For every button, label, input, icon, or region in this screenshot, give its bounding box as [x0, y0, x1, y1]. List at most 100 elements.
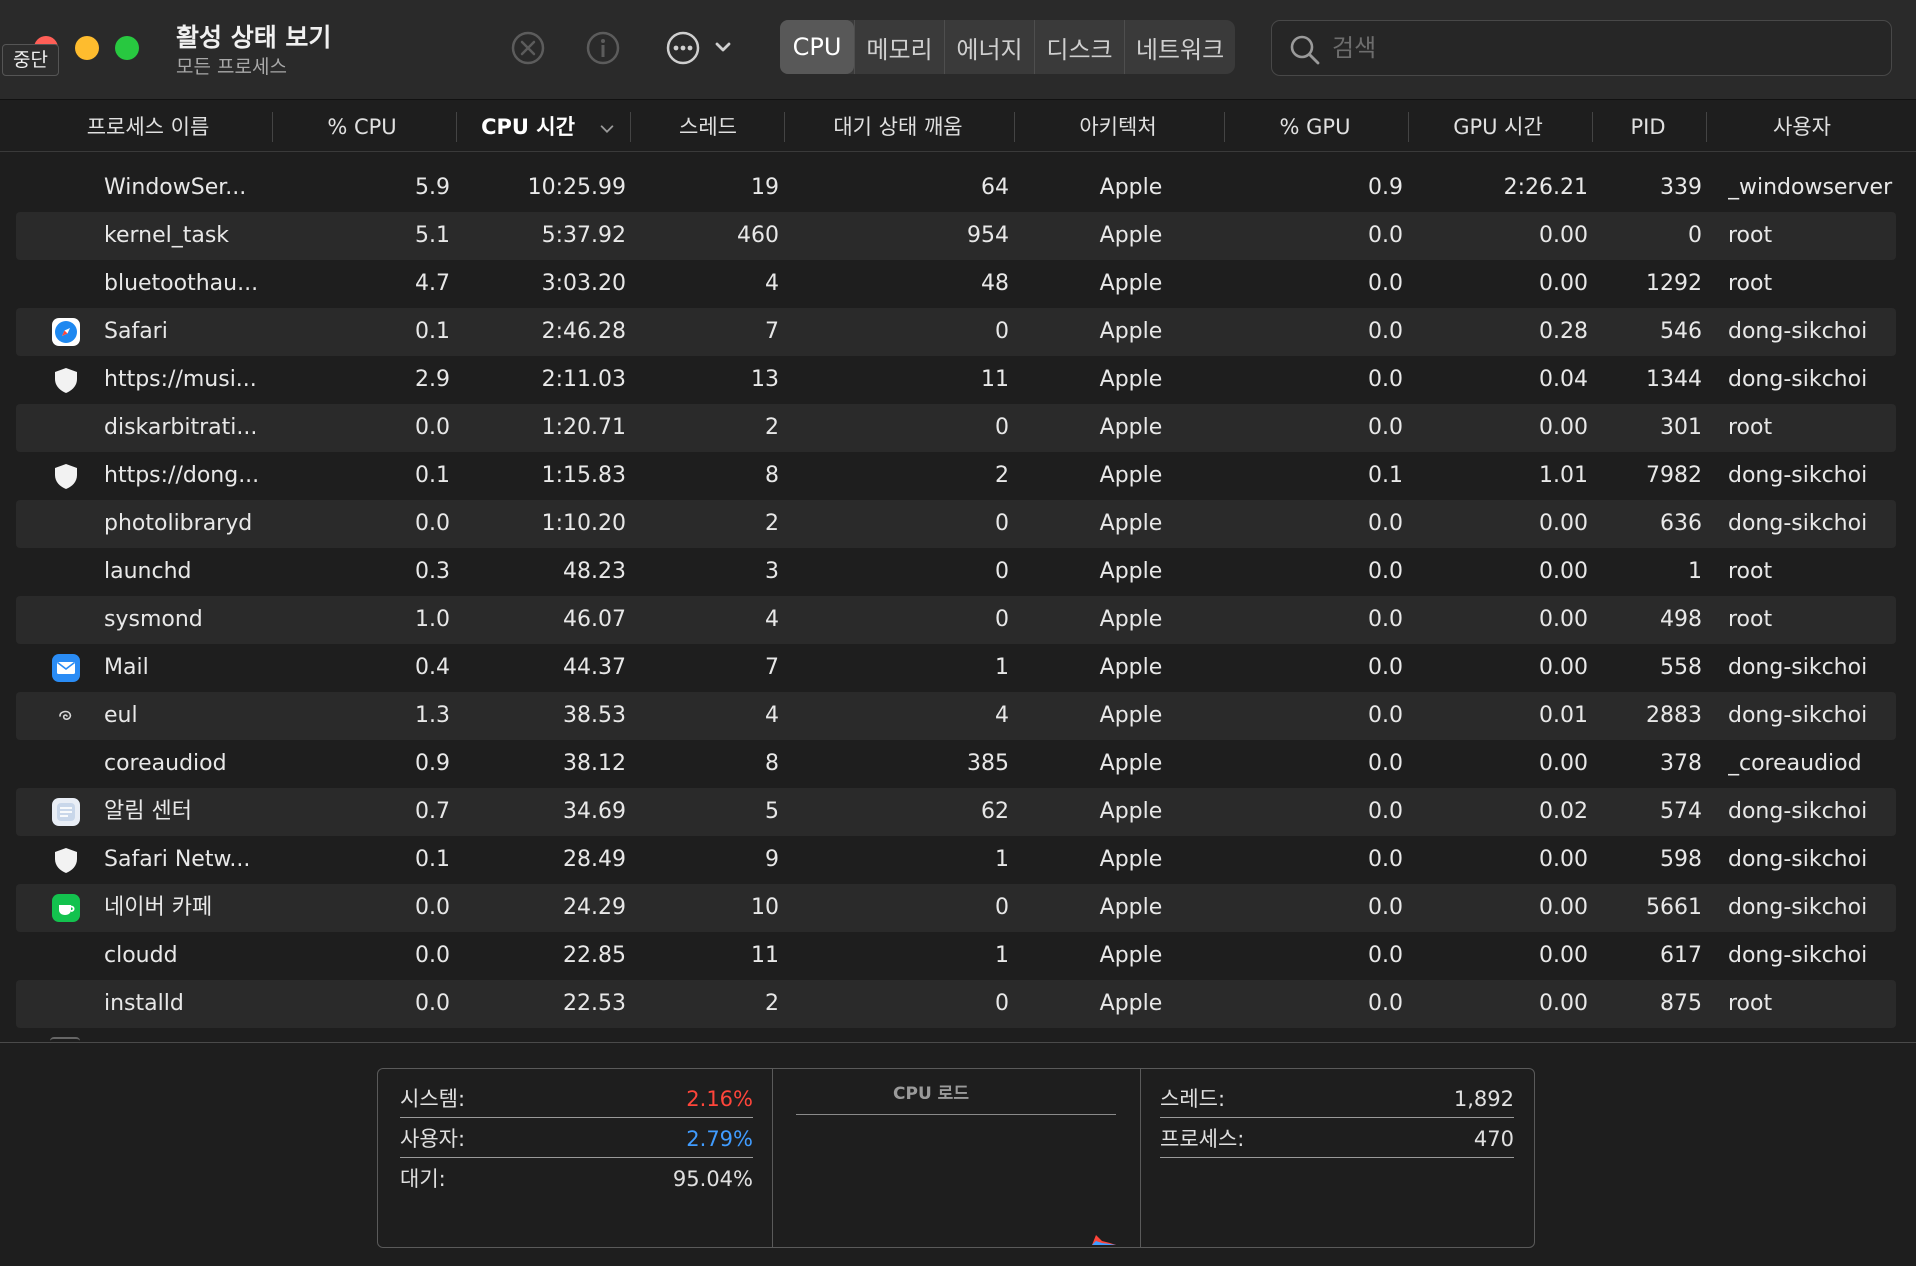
cell-name: eul	[104, 703, 138, 728]
safari-icon	[51, 317, 81, 347]
cell-wakeups: 2	[995, 463, 1009, 488]
cell-pid: 339	[1660, 175, 1702, 200]
cell-cpu-time: 22.53	[563, 991, 626, 1016]
cell-gpu: 0.0	[1368, 799, 1403, 824]
cell-name: 네이버 카페	[104, 895, 213, 920]
cell-cpu: 5.9	[415, 175, 450, 200]
stat-user-label: 사용자:	[400, 1127, 466, 1151]
stat-threads-label: 스레드:	[1160, 1087, 1226, 1111]
cell-user: dong-sikchoi	[1728, 943, 1868, 968]
table-row[interactable]: bluetoothau... 4.7 3:03.20 4 48 Apple 0.0 0.00 1…	[16, 260, 1896, 308]
table-row[interactable]: kernel_task 5.1 5:37.92 460 954 Apple 0.0 0.00 0…	[16, 212, 1896, 260]
window-title: 활성 상태 보기	[176, 23, 332, 52]
table-row[interactable]: https://dong... 0.1 1:15.83 8 2 Apple 0.1 1.01 7…	[16, 452, 1896, 500]
column-header-threads[interactable]: 스레드	[679, 115, 737, 139]
chevron-down-icon[interactable]	[703, 28, 743, 68]
cell-name: installd	[104, 991, 184, 1016]
table-row[interactable]: sysmond 1.0 46.07 4 0 Apple 0.0 0.00 498 root	[16, 596, 1896, 644]
column-header-cpu-time[interactable]: CPU 시간	[481, 115, 575, 139]
tab-energy[interactable]: 에너지	[944, 20, 1034, 74]
cell-wakeups: 1	[995, 943, 1009, 968]
cell-arch: Apple	[1099, 847, 1163, 872]
column-header-pid[interactable]: PID	[1630, 115, 1666, 139]
cell-gpu-time: 0.00	[1539, 895, 1588, 920]
cell-cpu: 1.0	[415, 607, 450, 632]
cell-pid: 7982	[1646, 463, 1702, 488]
column-header-gpu-time[interactable]: GPU 시간	[1453, 115, 1543, 139]
table-row[interactable]: coreaudiod 0.9 38.12 8 385 Apple 0.0 0.00 378 _co…	[16, 740, 1896, 788]
table-header: 프로세스 이름 % CPU CPU 시간 스레드 대기 상태 깨움 아키텍처 %…	[0, 102, 1916, 152]
cell-arch: Apple	[1099, 703, 1163, 728]
cell-gpu: 0.0	[1368, 991, 1403, 1016]
cell-pid: 558	[1660, 655, 1702, 680]
table-row[interactable]: eul 1.3 38.53 4 4 Apple 0.0 0.01 2883 dong-sikcho…	[16, 692, 1896, 740]
sort-chevron-down-icon[interactable]	[594, 104, 620, 154]
cell-cpu-time: 28.49	[563, 847, 626, 872]
stop-process-icon[interactable]	[508, 28, 548, 68]
cell-cpu-time: 1:20.71	[541, 415, 626, 440]
cell-gpu-time: 0.00	[1539, 223, 1588, 248]
view-tabs: CPU 메모리 에너지 디스크 네트워크	[780, 20, 1235, 74]
cell-pid: 5661	[1646, 895, 1702, 920]
cell-threads: 2	[765, 415, 779, 440]
table-row[interactable]: Safari Netw... 0.1 28.49 9 1 Apple 0.0 0.00 598 d…	[16, 836, 1896, 884]
cell-cpu-time: 2:11.03	[541, 367, 626, 392]
table-row[interactable]: Mail 0.4 44.37 7 1 Apple 0.0 0.00 558 dong-sikcho…	[16, 644, 1896, 692]
table-row[interactable]: cloudd 0.0 22.85 11 1 Apple 0.0 0.00 617 dong-sik…	[16, 932, 1896, 980]
table-row[interactable]: diskarbitrati... 0.0 1:20.71 2 0 Apple 0.0 0.00…	[16, 404, 1896, 452]
cell-arch: Apple	[1099, 223, 1163, 248]
table-row[interactable]: installd 0.0 22.53 2 0 Apple 0.0 0.00 875 root	[16, 980, 1896, 1028]
table-row[interactable]: photolibraryd 0.0 1:10.20 2 0 Apple 0.0 0.00 636…	[16, 500, 1896, 548]
mail-icon	[51, 653, 81, 683]
column-header-process-name[interactable]: 프로세스 이름	[86, 115, 210, 139]
column-header-cpu-percent[interactable]: % CPU	[327, 115, 397, 139]
cell-threads: 9	[765, 847, 779, 872]
cell-wakeups: 0	[995, 511, 1009, 536]
more-actions-icon[interactable]	[663, 28, 703, 68]
minimize-window-button[interactable]	[75, 36, 99, 60]
cell-cpu: 0.9	[415, 751, 450, 776]
column-header-gpu-percent[interactable]: % GPU	[1279, 115, 1351, 139]
cell-gpu: 0.0	[1368, 847, 1403, 872]
tab-memory[interactable]: 메모리	[854, 20, 944, 74]
info-icon[interactable]	[583, 28, 623, 68]
cell-name: https://dong...	[104, 463, 260, 488]
table-row[interactable]: Safari 0.1 2:46.28 7 0 Apple 0.0 0.28 546 dong-si…	[16, 308, 1896, 356]
cell-wakeups: 48	[981, 271, 1009, 296]
cell-arch: Apple	[1099, 415, 1163, 440]
search-input[interactable]	[1332, 27, 1872, 69]
window-subtitle[interactable]: 모든 프로세스	[176, 56, 287, 78]
cell-wakeups: 64	[981, 175, 1009, 200]
cell-gpu: 0.0	[1368, 943, 1403, 968]
table-row[interactable]: launchd 0.3 48.23 3 0 Apple 0.0 0.00 1 root	[16, 548, 1896, 596]
zoom-window-button[interactable]	[115, 36, 139, 60]
cell-gpu-time: 0.00	[1539, 559, 1588, 584]
table-row[interactable]: 네이버 카페 0.0 24.29 10 0 Apple 0.0 0.00 5661 dong-si…	[16, 884, 1896, 932]
cell-gpu: 0.0	[1368, 655, 1403, 680]
cell-gpu: 0.0	[1368, 271, 1403, 296]
column-header-idle-wakeups[interactable]: 대기 상태 깨움	[833, 115, 963, 139]
cell-user: _windowserver	[1728, 175, 1893, 200]
cell-wakeups: 385	[967, 751, 1009, 776]
table-divider	[0, 1042, 1916, 1043]
cell-cpu-time: 22.85	[563, 943, 626, 968]
cell-threads: 4	[765, 271, 779, 296]
table-row[interactable]: 알림 센터 0.7 34.69 5 62 Apple 0.0 0.02 574 dong-sikc…	[16, 788, 1896, 836]
naver-cafe-icon	[51, 893, 81, 923]
cell-gpu-time: 0.02	[1539, 799, 1588, 824]
cell-cpu-time: 3:03.20	[541, 271, 626, 296]
cell-arch: Apple	[1099, 463, 1163, 488]
table-row[interactable]: https://musi... 2.9 2:11.03 13 11 Apple 0.0 0.0…	[16, 356, 1896, 404]
cell-cpu-time: 34.69	[563, 799, 626, 824]
cell-gpu: 0.0	[1368, 559, 1403, 584]
cell-pid: 636	[1660, 511, 1702, 536]
table-row[interactable]: WindowSer... 5.9 10:25.99 19 64 Apple 0.9 2:26.…	[16, 164, 1896, 212]
tab-disk[interactable]: 디스크	[1034, 20, 1124, 74]
column-header-architecture[interactable]: 아키텍처	[1079, 115, 1157, 139]
cell-gpu-time: 1.01	[1539, 463, 1588, 488]
stat-idle-label: 대기:	[400, 1167, 446, 1191]
cell-name: launchd	[104, 559, 192, 584]
tab-cpu[interactable]: CPU	[780, 20, 854, 74]
tab-network[interactable]: 네트워크	[1124, 20, 1235, 74]
column-header-user[interactable]: 사용자	[1773, 115, 1831, 139]
